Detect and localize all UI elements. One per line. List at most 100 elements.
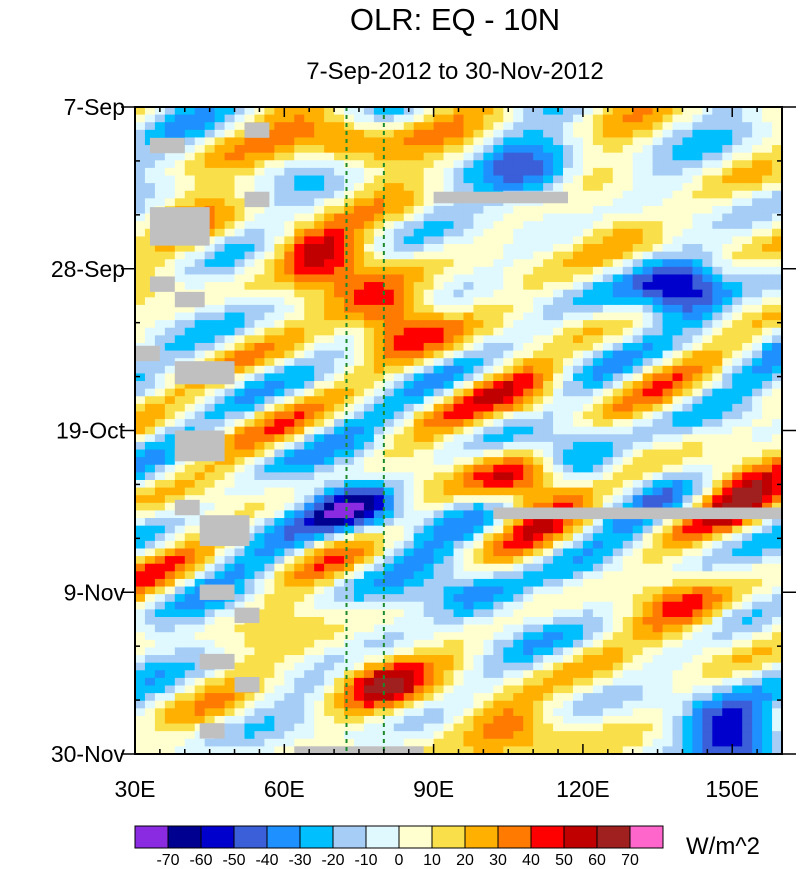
field-cell xyxy=(612,320,624,329)
field-cell xyxy=(254,373,265,382)
field-cell xyxy=(393,571,405,580)
field-cell xyxy=(732,274,743,283)
field-cell xyxy=(363,655,375,664)
field-cell xyxy=(772,502,782,512)
field-cell xyxy=(204,548,216,557)
field-cell xyxy=(284,502,295,512)
field-cell xyxy=(702,282,713,291)
field-cell xyxy=(473,342,484,352)
field-cell xyxy=(214,297,226,306)
field-cell xyxy=(732,670,743,679)
field-cell xyxy=(772,518,782,527)
field-cell xyxy=(752,396,763,405)
field-cell xyxy=(572,548,584,557)
field-cell xyxy=(662,563,674,572)
field-cell xyxy=(682,304,694,314)
field-cell xyxy=(752,244,763,253)
field-cell xyxy=(762,578,773,588)
field-cell xyxy=(672,487,684,496)
field-cell xyxy=(174,518,186,527)
field-cell xyxy=(762,556,773,565)
field-cell xyxy=(244,388,256,397)
field-cell xyxy=(274,312,285,321)
field-cell xyxy=(393,152,405,161)
field-cell xyxy=(164,578,176,588)
field-cell xyxy=(712,616,723,626)
field-cell xyxy=(523,373,534,382)
field-cell xyxy=(304,381,315,390)
field-cell xyxy=(543,259,554,268)
field-cell xyxy=(563,457,574,466)
field-cell xyxy=(314,533,325,542)
field-cell xyxy=(184,107,196,116)
field-cell xyxy=(264,563,275,572)
field-cell xyxy=(523,251,534,260)
field-cell xyxy=(473,388,484,397)
field-cell xyxy=(164,411,176,420)
field-cell xyxy=(622,426,634,435)
field-cell xyxy=(164,167,176,177)
field-cell xyxy=(403,632,415,641)
field-cell xyxy=(363,685,375,694)
field-cell xyxy=(443,457,455,466)
field-cell xyxy=(662,624,674,633)
field-cell xyxy=(373,616,385,626)
field-cell xyxy=(224,457,236,466)
field-cell xyxy=(563,426,574,435)
field-cell xyxy=(582,411,594,420)
field-cell xyxy=(314,282,325,291)
field-cell xyxy=(353,685,365,694)
field-cell xyxy=(453,388,465,397)
field-cell xyxy=(423,266,435,276)
field-cell xyxy=(184,419,196,428)
field-cell xyxy=(363,472,375,481)
field-cell xyxy=(582,282,594,291)
field-cell xyxy=(602,411,614,420)
field-cell xyxy=(334,449,345,458)
field-cell xyxy=(174,624,186,633)
field-cell xyxy=(423,556,435,565)
field-cell xyxy=(612,403,624,413)
field-cell xyxy=(244,114,256,123)
field-cell xyxy=(264,107,275,116)
field-cell xyxy=(433,388,445,397)
field-cell xyxy=(463,662,475,671)
field-cell xyxy=(672,594,684,603)
field-cell xyxy=(204,563,216,572)
field-cell xyxy=(563,221,574,230)
field-cell xyxy=(433,647,445,656)
field-cell xyxy=(174,381,186,390)
field-cell xyxy=(752,624,763,633)
field-cell xyxy=(204,213,216,222)
field-cell xyxy=(742,472,753,481)
field-cell xyxy=(383,624,395,633)
field-cell xyxy=(363,213,375,222)
field-cell xyxy=(214,183,226,192)
field-cell xyxy=(572,167,584,177)
field-cell xyxy=(592,457,604,466)
field-cell xyxy=(403,297,415,306)
field-cell xyxy=(602,578,614,588)
field-cell xyxy=(742,381,753,390)
field-cell xyxy=(403,365,415,375)
field-cell xyxy=(543,464,554,473)
field-cell xyxy=(503,594,514,603)
field-cell xyxy=(423,160,435,169)
field-cell xyxy=(144,533,156,542)
field-cell xyxy=(393,221,405,230)
field-cell xyxy=(672,183,684,192)
field-cell xyxy=(423,647,435,656)
field-cell xyxy=(672,145,684,154)
field-cell xyxy=(582,167,594,177)
field-cell xyxy=(154,312,166,321)
field-cell xyxy=(642,274,654,283)
field-cell xyxy=(662,167,674,177)
field-cell xyxy=(363,304,375,314)
field-cell xyxy=(204,236,216,245)
field-cell xyxy=(214,677,226,687)
field-cell xyxy=(682,556,694,565)
field-cell xyxy=(553,327,564,336)
field-cell xyxy=(423,107,435,116)
field-cell xyxy=(652,556,664,565)
field-cell xyxy=(344,563,355,572)
